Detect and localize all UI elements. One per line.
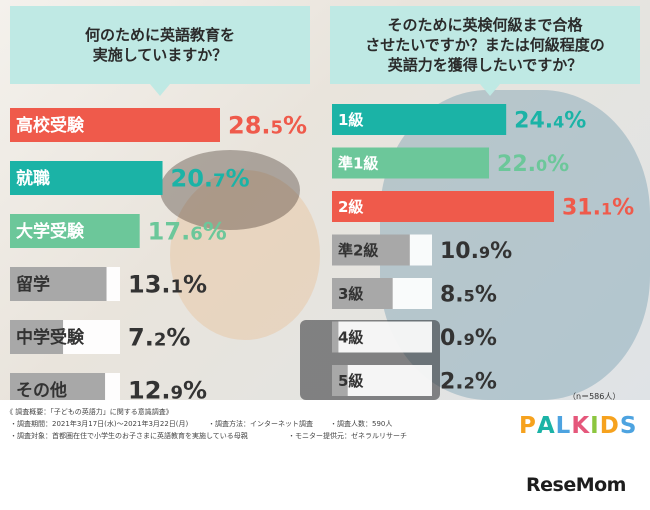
palkids-letter: D: [599, 413, 620, 439]
right-question-bubble: そのために英検何級まで合格 させたいですか？または何級程度の 英語力を獲得したい…: [330, 6, 640, 84]
right-bubble-tail: [480, 84, 500, 96]
survey-count: ・調査人数：590人: [330, 420, 393, 428]
value-label: 13.1%: [128, 271, 207, 299]
survey-method: ・調査方法：インターネット調査: [208, 420, 313, 428]
bar-grade-6: [332, 365, 348, 396]
category-label: 2級: [338, 198, 363, 216]
palkids-letter: I: [590, 413, 600, 439]
value-label: 2.2%: [440, 369, 497, 394]
category-label-box: [332, 365, 432, 396]
left-bubble-tail: [150, 84, 170, 96]
category-label-box: [332, 321, 432, 353]
survey-period: ・調査期間：2021年3月17日(水)～2021年3月22日(月): [10, 420, 189, 428]
survey-target: ・調査対象：首都圏在住で小学生のお子さまに英語教育を実施している母親: [10, 432, 248, 440]
value-label: 31.1%: [562, 195, 634, 220]
left-question-bubble: 何のために英語教育を 実施していますか？: [10, 6, 310, 84]
value-label: 8.5%: [440, 282, 497, 307]
category-label: 就職: [16, 168, 50, 189]
category-label: 1級: [338, 111, 363, 129]
palkids-letter: L: [555, 413, 572, 439]
bar-purpose-0: [10, 108, 220, 142]
category-label: 5級: [338, 372, 363, 390]
palkids-letter: S: [619, 413, 638, 439]
category-label: 留学: [16, 274, 50, 295]
palkids-logo: PALKIDS: [519, 413, 637, 439]
bar-purpose-5: [10, 373, 106, 400]
resemom-logo: ReseMom: [526, 474, 626, 496]
value-label: 7.2%: [128, 324, 190, 352]
bar-purpose-4: [10, 320, 64, 354]
survey-provider: ・モニター提供元：ゼネラルリサーチ: [288, 432, 407, 440]
value-label: 28.5%: [228, 112, 307, 140]
bar-purpose-2: [10, 214, 140, 248]
value-label: 20.7%: [171, 165, 250, 193]
child-hair-backdrop: [160, 150, 300, 230]
value-label: 12.9%: [128, 377, 207, 400]
category-label: 準2級: [338, 241, 378, 259]
palkids-letter: A: [536, 413, 556, 439]
category-label: 大学受験: [16, 221, 85, 242]
palkids-letter: P: [519, 413, 537, 439]
bar-grade-1: [332, 147, 490, 179]
bar-purpose-1: [10, 161, 163, 195]
value-label: 0.9%: [440, 326, 497, 351]
value-label: 22.0%: [497, 152, 569, 177]
palkids-letter: K: [571, 413, 591, 439]
bar-grade-5: [332, 321, 339, 353]
right-question-text: そのために英検何級まで合格 させたいですか？または何級程度の 英語力を獲得したい…: [365, 15, 605, 75]
bar-purpose-3: [10, 267, 107, 301]
category-label: 3級: [338, 285, 363, 303]
bar-grade-0: [332, 104, 507, 135]
category-label: 4級: [338, 328, 363, 346]
bar-grade-2: [332, 191, 554, 222]
bar-grade-3: [332, 234, 410, 266]
child-photo-backdrop: [170, 170, 320, 340]
value-label: 17.6%: [148, 218, 227, 246]
bar-grade-4: [332, 278, 393, 309]
bar-charts: 高校受験 28.5% 就職 20.7% 大学受験 17.6% 留学 13.1% 中学受験 7.2%…: [10, 104, 634, 400]
category-label: 高校受験: [16, 115, 85, 136]
survey-summary-title: 《 調査概要：「子どもの英語力」に関する意識調査》: [6, 408, 173, 416]
category-label: 中学受験: [16, 327, 85, 348]
sample-size-note: （n＝586人）: [568, 392, 621, 400]
value-label: 24.4%: [514, 108, 586, 133]
footer: 《 調査概要：「子どもの英語力」に関する意識調査》 ・調査期間：2021年3月1…: [0, 400, 650, 510]
infographic-stage: 何のために英語教育を 実施していますか？ そのために英検何級まで合格 させたいで…: [0, 0, 650, 400]
category-label: その他: [16, 380, 67, 400]
value-label: 10.9%: [440, 239, 512, 264]
left-question-text: 何のために英語教育を 実施していますか？: [84, 25, 235, 64]
category-label: 準1級: [338, 154, 378, 172]
